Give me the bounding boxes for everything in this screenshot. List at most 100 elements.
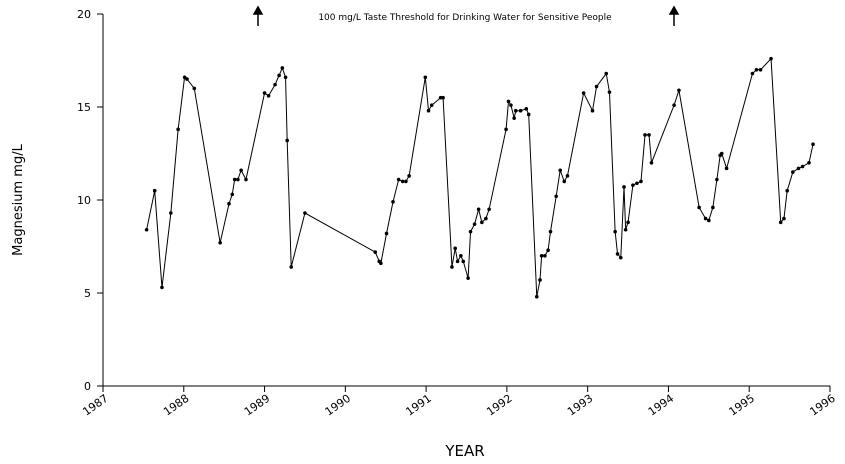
data-point <box>754 68 759 72</box>
data-point <box>558 168 563 173</box>
x-tick-label: 1994 <box>646 392 676 419</box>
data-point <box>169 211 173 215</box>
data-point <box>782 216 786 221</box>
x-tick-label: 1993 <box>565 392 595 419</box>
data-point <box>707 218 711 223</box>
data-point <box>391 200 395 204</box>
data-point <box>811 142 815 146</box>
data-point <box>468 229 473 234</box>
data-point <box>232 177 237 182</box>
arrow <box>252 5 680 26</box>
data-point <box>277 73 281 78</box>
data-point <box>715 177 719 182</box>
data-point <box>144 227 149 232</box>
data-point <box>543 254 547 258</box>
data-point <box>635 181 639 186</box>
data-point <box>807 161 811 165</box>
data-point <box>480 220 484 225</box>
data-point <box>407 174 411 178</box>
annotation: 100 mg/L Taste Threshold for Drinking Wa… <box>318 13 612 23</box>
data-point <box>176 127 180 132</box>
x-tick-label: 1992 <box>484 392 514 419</box>
data-point <box>613 229 617 234</box>
data-point <box>719 151 724 156</box>
data-point <box>379 261 383 266</box>
data-point <box>239 168 243 173</box>
data-point <box>504 127 508 132</box>
data-point <box>230 192 235 197</box>
y-tick-label: 0 <box>84 380 91 393</box>
data-point <box>607 90 612 94</box>
data-point <box>509 103 513 107</box>
data-point <box>218 240 222 245</box>
data-point <box>618 255 623 260</box>
y-tick-label: 20 <box>77 8 91 21</box>
x-axis-label: YEAR <box>444 442 484 460</box>
data-point <box>677 88 681 93</box>
data-point <box>303 211 307 215</box>
data-point <box>429 103 434 107</box>
data-point <box>283 75 288 80</box>
data-point <box>548 229 553 234</box>
data-point <box>289 265 294 269</box>
data-point <box>769 56 773 61</box>
data-point <box>546 248 550 253</box>
data-point <box>518 108 523 113</box>
data-point <box>758 68 763 72</box>
data-point <box>459 254 463 258</box>
data-point <box>649 161 654 165</box>
data-point <box>539 254 544 258</box>
data-point <box>472 222 477 226</box>
data-point <box>455 259 460 264</box>
data-point <box>262 91 267 95</box>
x-tick-label: 1990 <box>323 392 353 419</box>
data-point <box>623 227 628 232</box>
data-point <box>453 246 457 251</box>
data-point <box>280 66 285 70</box>
x-tick-label: 1996 <box>807 392 837 419</box>
y-tick-label: 15 <box>77 101 91 114</box>
data-point <box>513 108 518 113</box>
data-point <box>152 188 157 193</box>
data-point <box>384 231 389 236</box>
data-point <box>423 75 428 80</box>
data-line <box>146 57 814 297</box>
data-point <box>466 276 470 280</box>
data-point <box>750 71 755 76</box>
data-point <box>404 179 408 184</box>
data-point <box>791 170 795 174</box>
data-point <box>643 133 647 137</box>
data-point <box>647 133 651 137</box>
data-point <box>724 166 729 171</box>
data-point <box>400 179 405 184</box>
data-point <box>590 108 595 113</box>
data-point <box>703 216 708 221</box>
data-point <box>512 116 516 120</box>
y-tick-label: 5 <box>84 287 91 300</box>
data-point <box>594 84 599 89</box>
data-point <box>484 216 488 221</box>
data-point <box>236 177 240 182</box>
data-point <box>396 177 401 182</box>
data-point <box>461 259 466 264</box>
data-point <box>192 86 197 91</box>
data-point <box>711 205 715 210</box>
data-point <box>273 82 277 87</box>
data-point <box>487 207 491 212</box>
data-point <box>266 94 271 98</box>
data-point <box>526 112 531 117</box>
data-point <box>639 179 643 184</box>
data-point <box>631 183 635 187</box>
data-point <box>778 220 783 225</box>
y-tick-label: 10 <box>77 194 91 207</box>
data-point <box>534 294 539 299</box>
data-point <box>524 107 529 111</box>
data-point <box>697 205 701 210</box>
x-tick-label: 1991 <box>403 392 433 419</box>
data-point <box>796 166 801 171</box>
data-point <box>441 95 445 100</box>
data-point <box>565 174 570 178</box>
data-point <box>182 75 187 80</box>
data-point <box>538 278 542 282</box>
